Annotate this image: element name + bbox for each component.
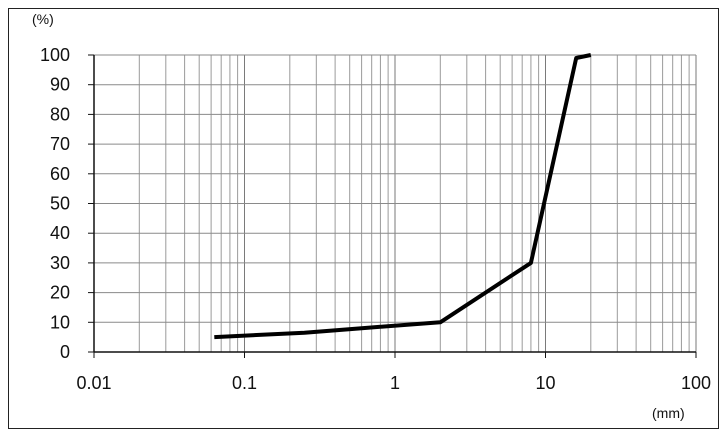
y-axis-unit: (%) — [32, 11, 54, 27]
y-tick-label: 30 — [50, 253, 70, 273]
y-tick-label: 90 — [50, 75, 70, 95]
x-tick-label: 10 — [535, 373, 555, 393]
y-tick-label: 0 — [60, 342, 70, 362]
y-tick-label: 50 — [50, 194, 70, 214]
series-line — [214, 53, 592, 340]
x-tick-label: 1 — [390, 373, 400, 393]
x-tick-label: 100 — [681, 373, 711, 393]
y-tick-label: 10 — [50, 312, 70, 332]
axes — [88, 54, 697, 358]
chart-frame — [8, 8, 719, 429]
y-tick-label: 20 — [50, 283, 70, 303]
y-tick-label: 60 — [50, 164, 70, 184]
y-tick-label: 40 — [50, 223, 70, 243]
x-axis-unit: (mm) — [652, 405, 685, 421]
x-tick-label: 0.01 — [76, 373, 111, 393]
x-tick-labels: 0.01 0.1 1 10 100 — [76, 373, 711, 393]
y-tick-label: 80 — [50, 104, 70, 124]
y-tick-labels: 0 10 20 30 40 50 60 70 80 90 100 — [40, 45, 70, 362]
series-layer — [214, 53, 592, 340]
x-tick-label: 0.1 — [232, 373, 257, 393]
y-tick-label: 100 — [40, 45, 70, 65]
y-tick-label: 70 — [50, 134, 70, 154]
